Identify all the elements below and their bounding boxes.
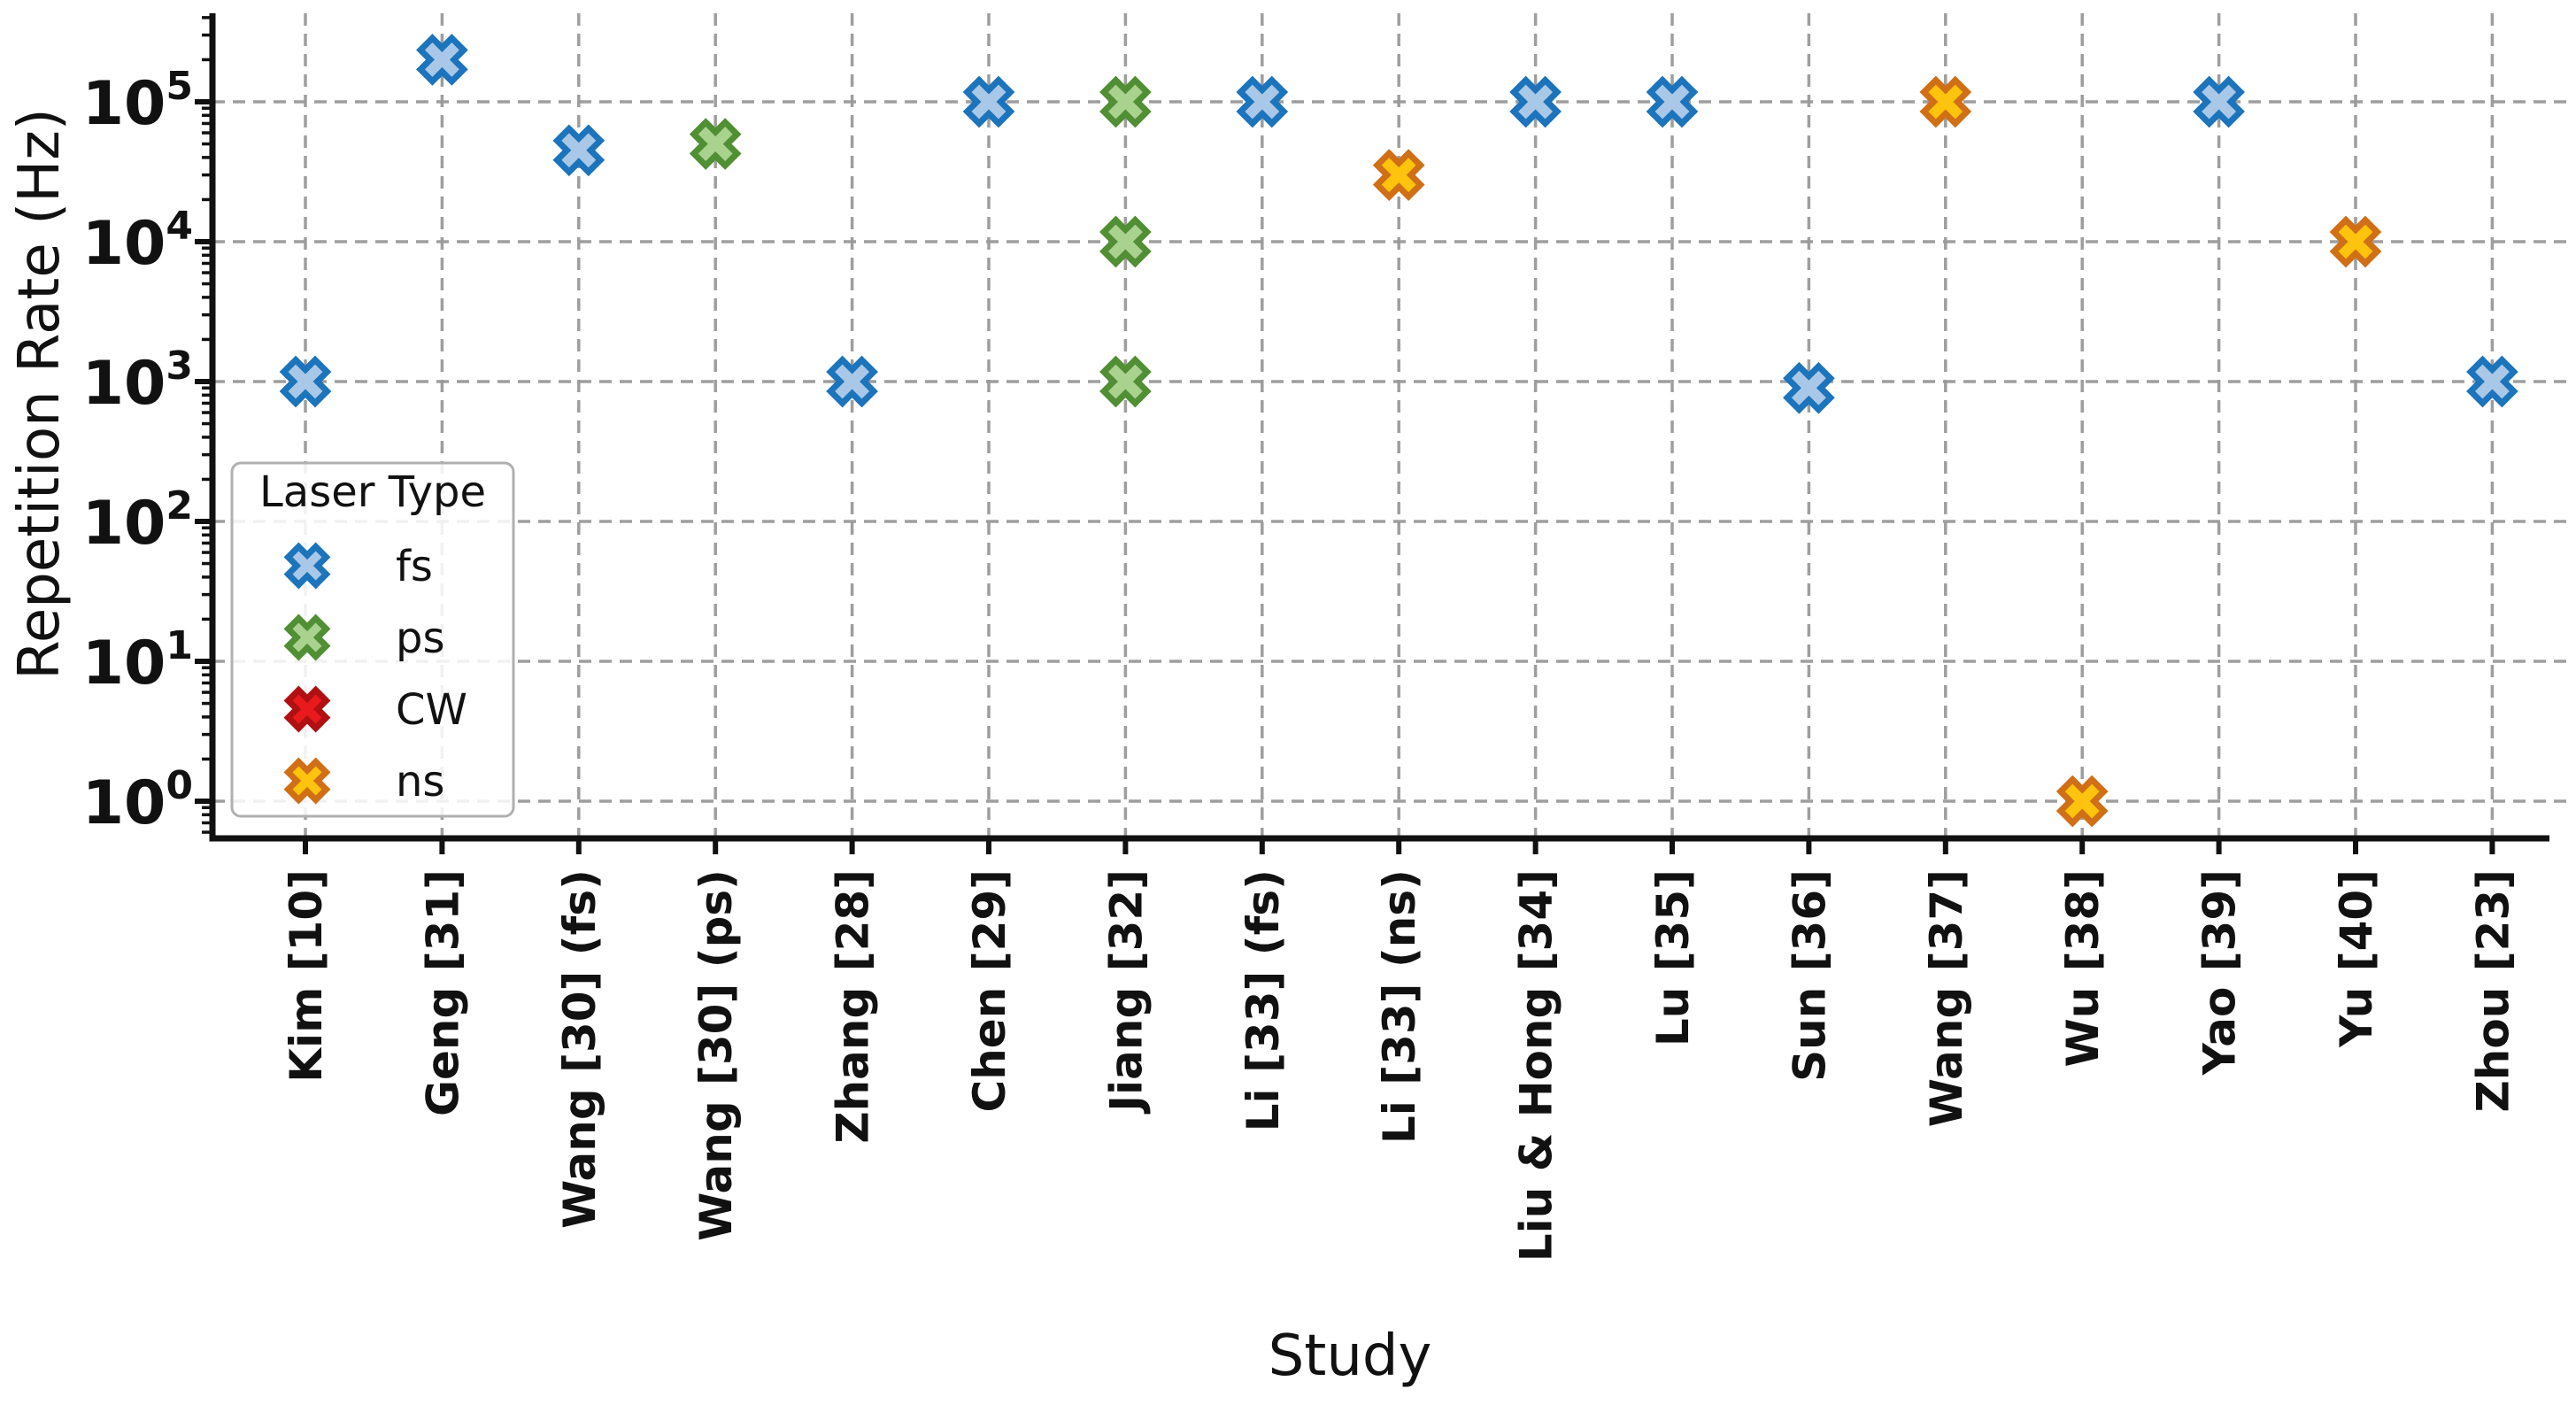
x-tick-label: Wang [30] (ps) (690, 869, 742, 1241)
y-tick-label: 105 (82, 64, 193, 139)
data-point-marker-ps (689, 118, 742, 170)
data-point-marker-ps (1099, 355, 1152, 408)
legend-label: ns (396, 757, 444, 806)
x-tick-label: Liu & Hong [34] (1511, 869, 1562, 1262)
legend-title: Laser Type (259, 467, 486, 517)
data-point-marker-fs (1783, 361, 1835, 414)
legend-label: fs (396, 542, 433, 591)
legend-label: ps (396, 614, 444, 663)
legend-entry-ps: ps (283, 614, 444, 663)
legend: Laser Type fs ps CW ns (230, 461, 515, 818)
data-points (279, 34, 2518, 828)
legend-marker-ps-icon (283, 614, 331, 661)
x-tick-label: Wang [37] (1921, 869, 1972, 1127)
x-tick-label: Sun [36] (1784, 869, 1835, 1082)
y-tick-label: 101 (82, 623, 193, 698)
x-tick-label: Geng [31] (417, 869, 468, 1116)
data-point-marker-fs (826, 355, 878, 408)
y-tick-labels: 100 101 102 103 104 105 (82, 64, 193, 838)
y-tick-label: 100 (82, 763, 193, 838)
x-tick-label: Yu [40] (2331, 869, 2382, 1048)
x-tick-label: Lu [35] (1647, 869, 1699, 1046)
x-tick-label: Wu [38] (2057, 869, 2109, 1067)
data-point-marker-fs (552, 124, 605, 177)
data-point-marker-ns (2055, 775, 2109, 828)
x-axis-label: Study (1269, 1324, 1432, 1389)
x-tick-label: Yao [39] (2194, 869, 2246, 1076)
data-point-marker-fs (1236, 75, 1289, 128)
data-point-marker-ns (1372, 149, 1425, 201)
data-point-marker-ps (1099, 215, 1152, 268)
data-point-marker-fs (962, 75, 1015, 128)
data-point-marker-ps (1099, 75, 1152, 128)
data-point-marker-ns (1919, 75, 1972, 128)
x-tick-label: Kim [10] (281, 869, 332, 1083)
data-point-marker-fs (2193, 75, 2245, 128)
x-tick-label: Zhang [28] (828, 869, 879, 1144)
x-tick-labels: Kim [10] Geng [31] Wang [30] (fs) Wang [30]… (281, 869, 2518, 1262)
y-axis-label: Repetition Rate (Hz) (7, 108, 73, 680)
x-tick-label: Li [33] (ns) (1374, 869, 1425, 1144)
data-point-marker-fs (416, 34, 468, 86)
y-tick-label: 103 (82, 343, 193, 419)
data-point-marker-fs (279, 355, 332, 408)
data-point-marker-ns (2329, 215, 2382, 268)
legend-label: CW (396, 685, 467, 735)
legend-marker-CW-icon (283, 685, 331, 733)
legend-marker-fs-icon (283, 542, 331, 590)
x-tick-label: Zhou [23] (2467, 869, 2518, 1113)
legend-entry-fs: fs (283, 542, 433, 591)
x-tick-label: Li [33] (fs) (1238, 869, 1289, 1131)
legend-entry-ns: ns (283, 757, 444, 806)
data-point-marker-fs (1646, 75, 1699, 128)
x-tick-label: Chen [29] (964, 869, 1015, 1113)
data-point-marker-fs (2466, 355, 2518, 408)
legend-entry-CW: CW (283, 685, 467, 735)
legend-marker-ns-icon (283, 757, 331, 805)
x-tick-label: Wang [30] (fs) (554, 869, 605, 1229)
data-point-marker-fs (1509, 75, 1562, 128)
gridlines (212, 13, 2567, 838)
axis-ticks (195, 16, 2495, 854)
y-tick-label: 102 (82, 483, 193, 559)
x-tick-label: Jiang [32] (1100, 869, 1152, 1115)
y-tick-label: 104 (82, 204, 193, 279)
